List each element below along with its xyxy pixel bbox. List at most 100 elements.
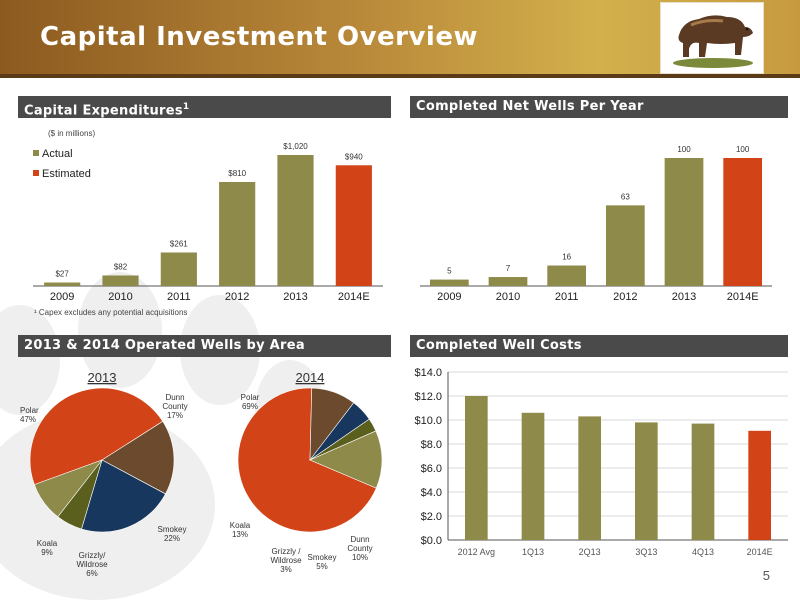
- tick-label-2012: 2012: [613, 291, 637, 303]
- data-label-2014E: 100: [736, 145, 750, 154]
- capex-footnote: ¹ Capex excludes any potential acquisiti…: [34, 308, 187, 317]
- bar-2014E: [335, 165, 372, 286]
- tick-label-1Q13: 1Q13: [522, 547, 544, 557]
- title-divider: [0, 74, 800, 78]
- legend-swatch-actual: [33, 150, 39, 156]
- pie-label-2014-1-0: Dunn: [350, 535, 369, 544]
- data-label-2013: $1,020: [283, 142, 308, 151]
- tick-label-3Q13: 3Q13: [635, 547, 657, 557]
- bar-2009: [429, 279, 469, 286]
- pie-slice-2013-4: [33, 459, 103, 518]
- data-label-2010: 7: [506, 264, 511, 273]
- data-label-2013: 100: [677, 145, 691, 154]
- pie-title-2014: 2014: [296, 370, 325, 385]
- data-label-2009: $27: [55, 270, 69, 279]
- costs-header: Completed Well Costs: [410, 335, 788, 357]
- tick-label-2Q13: 2Q13: [579, 547, 601, 557]
- bar-2014E: [723, 158, 763, 286]
- pie-label-2014-3-2: 3%: [280, 565, 292, 574]
- pie-slice-2014-0: [237, 387, 377, 533]
- bar-2009: [44, 282, 81, 286]
- tick-label-2009: 2009: [50, 291, 74, 303]
- tick-label-2011: 2011: [555, 291, 579, 303]
- pie-label-2013-1-0: Dunn: [165, 393, 184, 402]
- data-label-2012: $810: [228, 169, 246, 178]
- pie-label-2014-2-1: 5%: [316, 562, 328, 571]
- bar-2Q13: [578, 416, 601, 540]
- tick-label-2012 Avg: 2012 Avg: [458, 547, 495, 557]
- y-tick-7: $14.0: [414, 367, 442, 379]
- tick-label-2014E: 2014E: [747, 547, 773, 557]
- bar-3Q13: [635, 422, 658, 540]
- pie-label-2014-4-1: 13%: [232, 530, 248, 539]
- bar-2012: [219, 181, 256, 286]
- pie-label-2014-3-0: Grizzly /: [272, 547, 302, 556]
- pie-label-2014-2-0: Smokey: [308, 553, 337, 562]
- bar-2012: [605, 205, 645, 286]
- data-label-2010: $82: [114, 262, 128, 271]
- bar-2011: [547, 265, 587, 286]
- pie-label-2013-3-0: Grizzly/: [79, 551, 106, 560]
- capex-footnote-marker: 1: [182, 102, 190, 112]
- grizzly-bear-logo-icon: [673, 15, 753, 68]
- pie-label-2014-1-1: County: [347, 544, 372, 553]
- y-tick-4: $8.0: [421, 439, 442, 451]
- pie-label-2014-1-2: 10%: [352, 553, 368, 562]
- wells-title: Completed Net Wells Per Year: [416, 99, 644, 114]
- pie-label-2013-4-0: Koala: [37, 539, 58, 548]
- capex-title: Capital Expenditures: [24, 103, 183, 119]
- logo: [660, 2, 764, 74]
- pie-label-2014-4-0: Koala: [230, 521, 251, 530]
- wells-chart: 5 2009 7 2010 16 2011 63 2012 100 2013 100 2014E: [420, 145, 772, 303]
- tick-label-2012: 2012: [225, 291, 249, 303]
- pie-label-2013-3-1: Wildrose: [76, 560, 108, 569]
- tick-label-2010: 2010: [108, 291, 132, 303]
- legend-estimated: Estimated: [42, 168, 91, 180]
- y-tick-3: $6.0: [421, 463, 442, 475]
- pie-label-2013-2-1: 22%: [164, 534, 180, 543]
- bar-2013: [277, 155, 314, 286]
- tick-label-2011: 2011: [167, 291, 191, 303]
- tick-label-2013: 2013: [672, 291, 696, 303]
- tick-label-2014E: 2014E: [727, 291, 759, 303]
- pie-label-2013-3-2: 6%: [86, 569, 98, 578]
- area-header: 2013 & 2014 Operated Wells by Area: [18, 335, 391, 357]
- y-tick-1: $2.0: [421, 511, 442, 523]
- pie-label-2014-3-1: Wildrose: [270, 556, 302, 565]
- legend-actual: Actual: [42, 148, 73, 160]
- y-tick-2: $4.0: [421, 487, 442, 499]
- pie-slice-2013-0: [29, 387, 164, 486]
- pie-slice-2013-2: [81, 459, 166, 533]
- bar-2014E: [748, 430, 771, 540]
- legend-swatch-estimated: [33, 170, 39, 176]
- area-title: 2013 & 2014 Operated Wells by Area: [24, 338, 305, 353]
- y-tick-5: $10.0: [414, 415, 442, 427]
- pie-label-2014-0-1: 69%: [242, 402, 258, 411]
- pie-label-2014-0-0: Polar: [241, 393, 260, 402]
- y-tick-6: $12.0: [414, 391, 442, 403]
- data-label-2012: 63: [621, 192, 630, 201]
- tick-label-2009: 2009: [437, 291, 461, 303]
- bar-2010: [102, 275, 139, 286]
- y-tick-0: $0.0: [421, 535, 442, 547]
- data-label-2011: 16: [562, 253, 571, 262]
- tick-label-2010: 2010: [496, 291, 520, 303]
- tick-label-4Q13: 4Q13: [692, 547, 714, 557]
- bar-2012 Avg: [465, 396, 488, 540]
- bar-1Q13: [521, 412, 545, 540]
- bar-4Q13: [691, 423, 715, 540]
- data-label-2011: $261: [170, 239, 188, 248]
- pie-label-2013-1-1: County: [162, 402, 187, 411]
- bar-2010: [488, 277, 528, 286]
- costs-title: Completed Well Costs: [416, 338, 582, 353]
- area-pie-charts: 2013Polar47%DunnCounty17%Smokey22%Grizzl…: [20, 370, 383, 578]
- page-number: 5: [762, 568, 770, 583]
- pie-slice-2014-4: [309, 430, 383, 489]
- unit-note: ($ in millions): [48, 129, 95, 138]
- pie-label-2013-2-0: Smokey: [158, 525, 187, 534]
- pie-title-2013: 2013: [88, 370, 117, 385]
- bar-2013: [664, 158, 704, 286]
- capex-chart: ($ in millions) Actual Estimated $27 2009 $82…: [33, 129, 383, 317]
- data-label-2014E: $940: [345, 152, 363, 161]
- pie-label-2013-1-2: 17%: [167, 411, 183, 420]
